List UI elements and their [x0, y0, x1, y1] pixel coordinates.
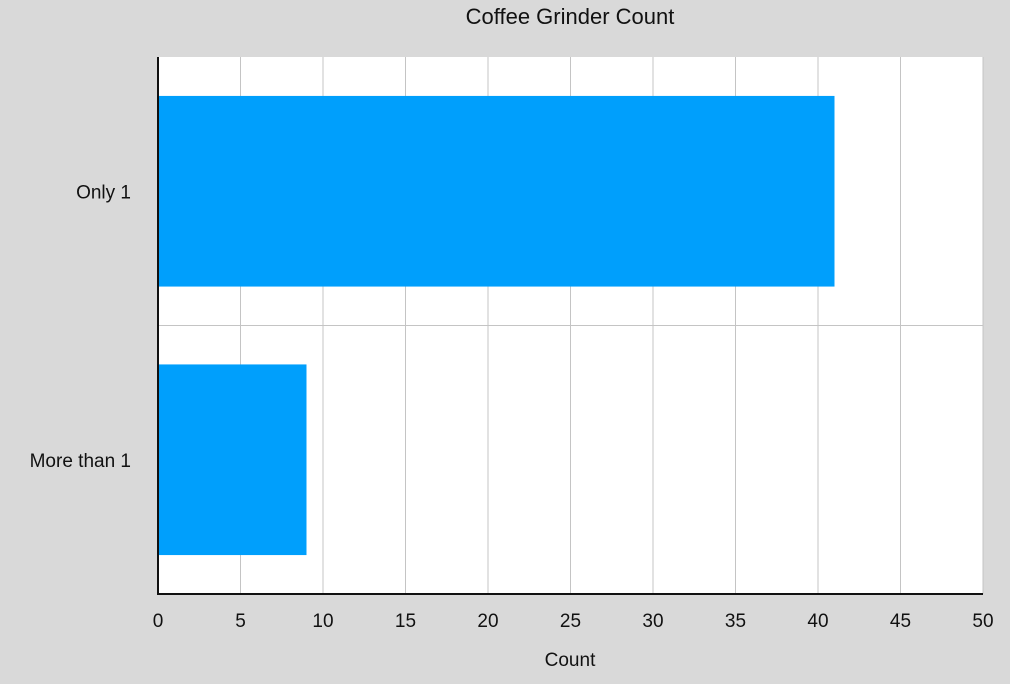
x-tick-label: 25 [560, 611, 581, 632]
x-tick-label: 15 [395, 611, 416, 632]
x-tick-label: 5 [235, 611, 246, 632]
x-tick-label: 45 [890, 611, 911, 632]
x-tick-label: 30 [642, 611, 663, 632]
bars [158, 95, 835, 556]
axes [157, 57, 983, 595]
category-labels: Only 1 More than 1 [30, 182, 131, 472]
x-tick-label: 20 [477, 611, 498, 632]
bar [158, 95, 835, 287]
category-label: More than 1 [30, 451, 131, 472]
x-axis-title: Count [545, 650, 596, 671]
x-tick-labels: 0 5 10 15 20 25 30 35 40 45 50 [153, 611, 994, 632]
chart-title: Coffee Grinder Count [466, 4, 675, 29]
x-tick-label: 35 [725, 611, 746, 632]
bar [158, 364, 307, 556]
x-tick-label: 10 [312, 611, 333, 632]
x-tick-label: 0 [153, 611, 164, 632]
x-tick-label: 50 [972, 611, 993, 632]
category-label: Only 1 [76, 182, 131, 203]
x-tick-label: 40 [807, 611, 828, 632]
